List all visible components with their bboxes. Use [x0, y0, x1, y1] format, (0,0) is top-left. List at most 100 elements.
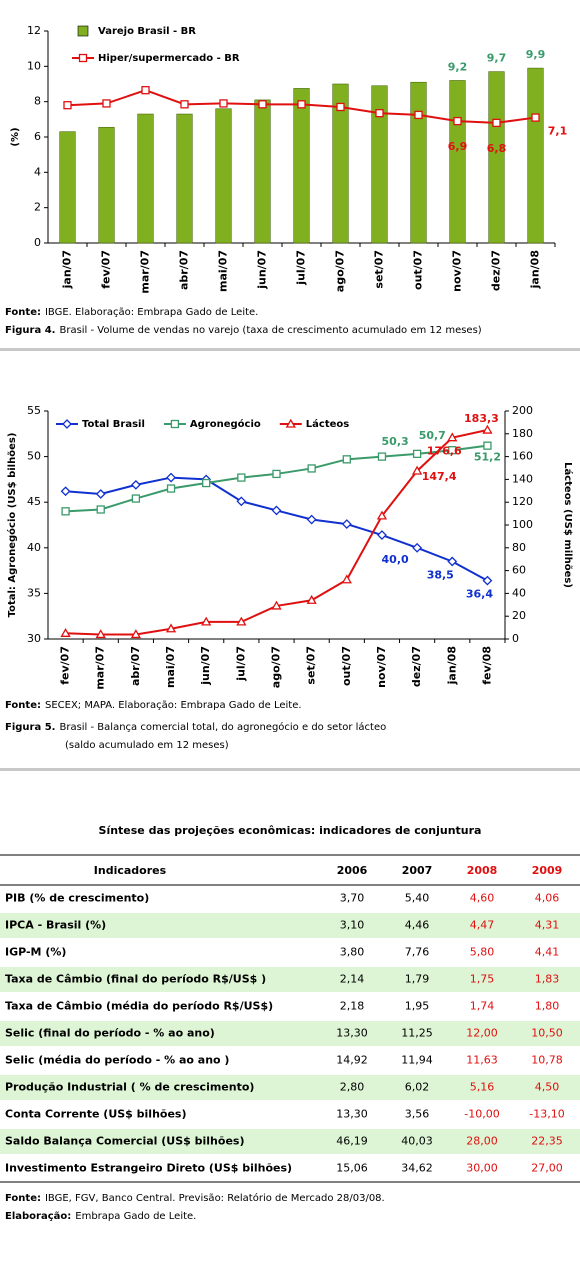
x-tick-label: jul/07: [234, 646, 247, 682]
table-cell: 2,18: [340, 1000, 365, 1013]
table-cell: 10,50: [531, 1027, 563, 1040]
bar: [488, 71, 505, 244]
table-cell: 11,63: [466, 1054, 498, 1067]
y2-tick-label: 180: [512, 427, 533, 440]
bar: [527, 67, 544, 244]
table-cell: Produção Industrial ( % de crescimento): [5, 1081, 254, 1094]
y-tick-label: 35: [27, 586, 41, 599]
value-label: 40,0: [382, 553, 409, 566]
marker: [236, 616, 247, 626]
marker: [102, 99, 111, 108]
y-tick-label: 50: [27, 450, 41, 463]
table-row-bg: [0, 913, 580, 938]
y-tick-label: 8: [34, 95, 41, 108]
y-tick-label: 55: [27, 404, 41, 417]
marker: [165, 623, 177, 633]
value-label: 38,5: [427, 568, 454, 581]
x-tick-label: jan/08: [529, 250, 542, 289]
marker: [60, 486, 71, 497]
marker: [453, 116, 462, 126]
marker: [483, 441, 492, 450]
marker: [271, 505, 282, 516]
marker: [531, 113, 540, 122]
x-tick-label: abr/07: [129, 646, 142, 686]
table-cell: 4,41: [535, 946, 560, 959]
x-tick-label: jan/07: [61, 250, 74, 289]
x-tick-label: mai/07: [217, 250, 230, 292]
bar: [371, 85, 388, 244]
table-credit: Elaboração: Embrapa Gado de Leite.: [5, 1211, 196, 1222]
x-tick-label: mar/07: [94, 646, 107, 690]
bar: [332, 83, 349, 244]
table-cell: 3,56: [405, 1108, 430, 1121]
value-label: 9,9: [526, 48, 546, 61]
caption-label: Figura 5.: [5, 722, 55, 733]
y-tick-label: 2: [34, 201, 41, 214]
table-cell: Saldo Balança Comercial (US$ bilhões): [5, 1135, 244, 1148]
value-label: 50,7: [419, 429, 446, 442]
bar: [293, 88, 310, 244]
value-label: 6,8: [487, 142, 507, 155]
y-tick-label: 40: [27, 541, 41, 554]
table-cell: 6,02: [405, 1081, 430, 1094]
x-tick-label: abr/07: [178, 250, 191, 290]
y2-axis-label: Lácteos (US$ milhões): [562, 462, 574, 588]
y2-tick-label: 40: [512, 586, 526, 599]
y2-tick-label: 100: [512, 518, 533, 531]
marker: [297, 100, 306, 109]
table-cell: 34,62: [401, 1162, 433, 1175]
y2-tick-label: 140: [512, 472, 533, 485]
value-label: 50,3: [382, 435, 409, 448]
x-tick-label: fev/08: [480, 646, 493, 685]
x-tick-label: nov/07: [375, 646, 388, 688]
y-tick-label: 6: [34, 130, 41, 143]
marker: [342, 455, 351, 464]
y2-tick-label: 80: [512, 541, 526, 554]
divider: [0, 768, 580, 771]
table-cell: 11,94: [401, 1054, 433, 1067]
table-cell: 22,35: [531, 1135, 563, 1148]
credit-label: Elaboração:: [5, 1211, 71, 1222]
bar: [59, 131, 76, 244]
table-cell: 4,60: [470, 892, 495, 905]
marker: [272, 469, 281, 479]
table-cell: 4,06: [535, 892, 560, 905]
marker: [376, 510, 388, 520]
marker: [180, 100, 189, 109]
source-label: Fonte:: [5, 307, 41, 318]
value-label: 183,3: [464, 412, 499, 425]
x-tick-label: nov/07: [451, 250, 464, 292]
table-cell: 5,40: [405, 892, 430, 905]
table-cell: Selic (média do período - % ao ano ): [5, 1054, 229, 1067]
marker: [336, 102, 345, 112]
table-cell: 2,80: [340, 1081, 365, 1094]
y-tick-label: 10: [27, 59, 41, 72]
y-tick-label: 4: [34, 165, 41, 178]
table-cell: 13,30: [336, 1027, 368, 1040]
source-text: IBGE, FGV, Banco Central. Previsão: Rela…: [45, 1192, 385, 1204]
table-cell: 1,83: [535, 973, 560, 986]
x-tick-label: jun/07: [199, 646, 212, 686]
marker: [412, 542, 423, 553]
source-text: SECEX; MAPA. Elaboração: Embrapa Gado de…: [45, 700, 302, 711]
marker: [482, 575, 493, 586]
marker: [96, 505, 105, 514]
table-cell: 30,00: [466, 1162, 498, 1175]
marker: [61, 507, 70, 516]
table-cell: PIB (% de crescimento): [5, 892, 149, 905]
legend-label: Varejo Brasil - BR: [98, 26, 196, 37]
table-cell: 1,74: [470, 1000, 495, 1013]
table-cell: 1,80: [535, 1000, 560, 1013]
table-cell: 4,50: [535, 1081, 560, 1094]
source-text: IBGE. Elaboração: Embrapa Gado de Leite.: [45, 307, 258, 318]
bar: [98, 126, 115, 244]
table-cell: 7,76: [405, 946, 430, 959]
x-tick-label: out/07: [340, 646, 353, 686]
y-tick-label: 0: [34, 236, 41, 249]
table-cell: 3,80: [340, 946, 365, 959]
figure-caption: Figura 5. Brasil - Balança comercial tota…: [5, 721, 386, 733]
y2-tick-label: 200: [512, 404, 533, 417]
table-cell: 3,10: [340, 919, 365, 932]
table-cell: 4,46: [405, 919, 430, 932]
table-cell: 11,25: [401, 1027, 433, 1040]
